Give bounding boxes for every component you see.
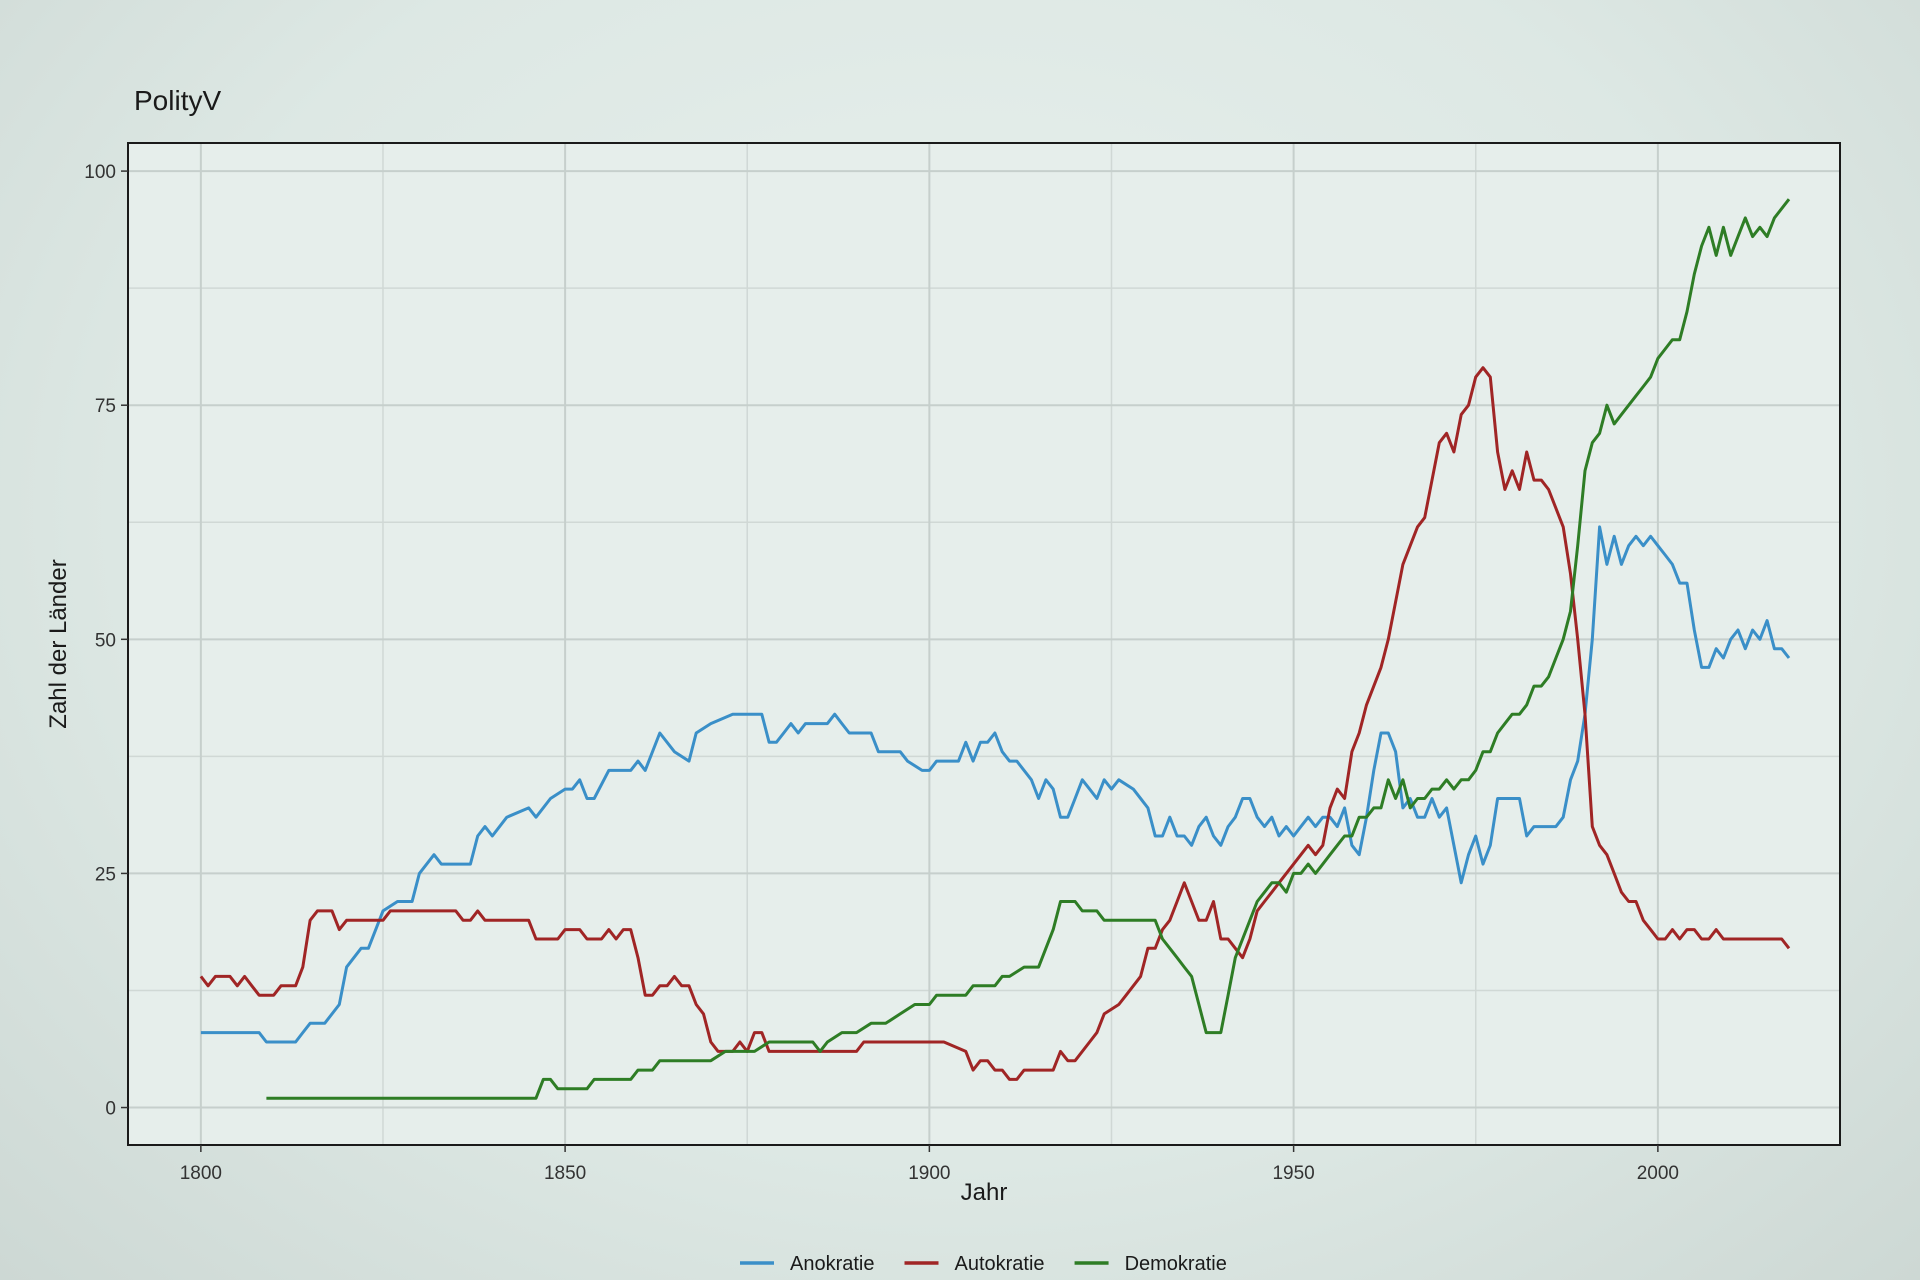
chart-title: PolityV (134, 85, 221, 116)
plot-border (127, 142, 1841, 1146)
grid-lines (128, 143, 1840, 1145)
legend-label-demokratie: Demokratie (1125, 1253, 1227, 1275)
y-tick-label: 75 (95, 396, 116, 417)
x-tick-label: 1800 (180, 1163, 222, 1184)
legend-label-autokratie: Autokratie (955, 1253, 1045, 1275)
x-tick-label: 2000 (1637, 1163, 1679, 1184)
legend: Anokratie Autokratie Demokratie (740, 1253, 1227, 1275)
x-tick-label: 1950 (1272, 1163, 1314, 1184)
y-tick-label: 100 (84, 162, 116, 183)
y-axis-ticks: 0 25 50 75 100 (84, 162, 128, 1120)
x-tick-label: 1900 (908, 1163, 950, 1184)
series-line-anokratie (200, 525, 1791, 1044)
y-tick-label: 25 (95, 864, 116, 885)
y-axis-title: Zahl der Länder (45, 559, 72, 728)
plot-panel (128, 143, 1840, 1145)
x-axis-ticks: 1800 1850 1900 1950 2000 (180, 1145, 1679, 1184)
series-line-demokratie (266, 198, 1791, 1100)
x-axis-title: Jahr (961, 1179, 1008, 1206)
data-lines (199, 198, 1791, 1100)
series-line-autokratie (199, 366, 1791, 1081)
y-tick-label: 50 (95, 630, 116, 651)
y-tick-label: 0 (105, 1099, 116, 1120)
x-tick-label: 1850 (544, 1163, 586, 1184)
legend-label-anokratie: Anokratie (790, 1253, 875, 1275)
